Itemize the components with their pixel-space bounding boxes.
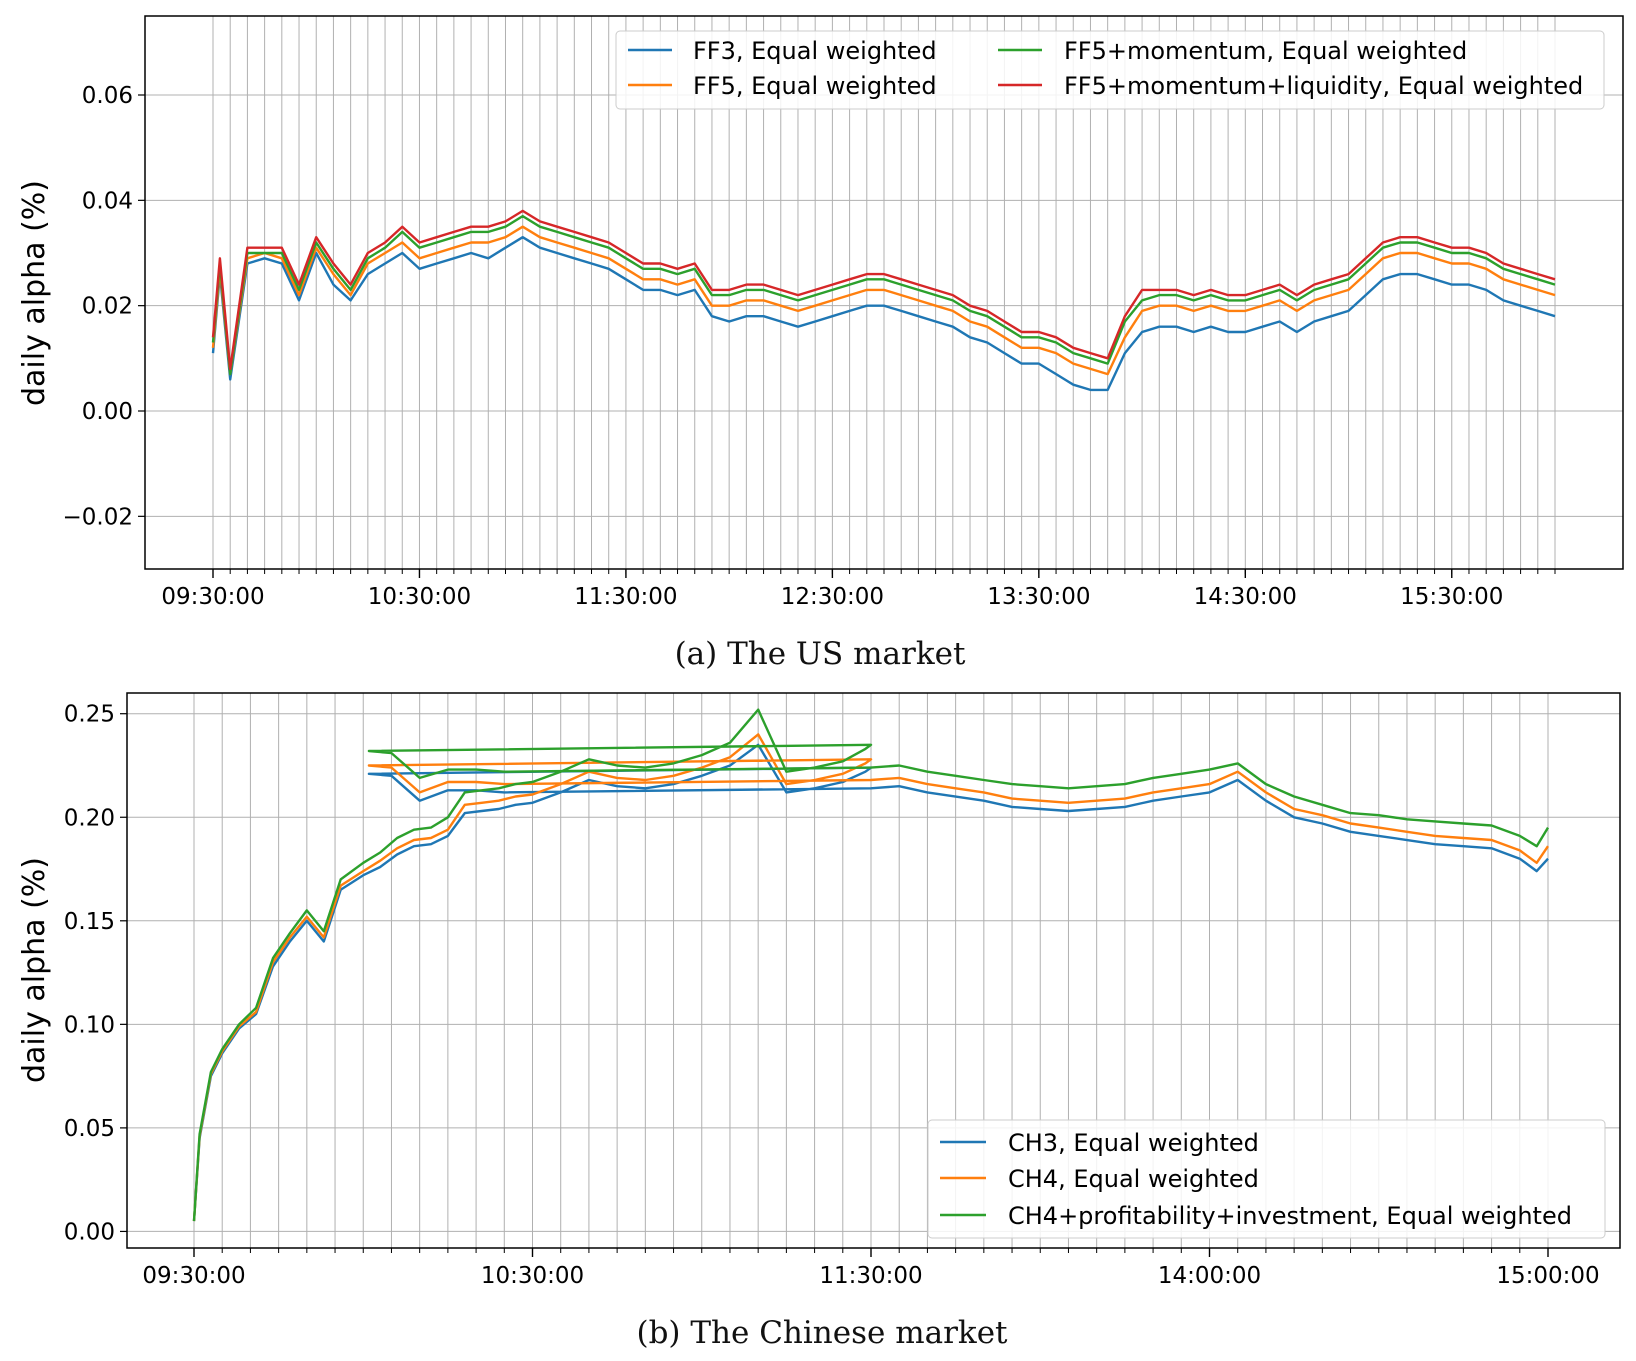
us-market-chart: −0.02 0.00 0.02 0.04 0.06 09:30:00 10:30:00 11… (17, 15, 1624, 672)
x-axis: 09:30:00 10:30:00 11:30:00 12:30:00 13:30:00… (161, 569, 1556, 610)
caption-b: (b) The Chinese market (636, 1315, 1008, 1351)
y-axis: −0.02 0.00 0.02 0.04 0.06 (63, 83, 145, 530)
grid (127, 693, 1620, 1248)
y-tick-label: 0.15 (64, 909, 115, 935)
legend: FF3, Equal weighted FF5, Equal weighted … (615, 30, 1605, 110)
series-lines (211, 209, 1556, 392)
x-tick-label: 15:00:00 (1496, 1263, 1599, 1289)
legend-label-ff3: FF3, Equal weighted (693, 37, 937, 65)
y-tick-label: −0.02 (63, 504, 133, 530)
legend-label-ch4-plus: CH4+profitability+investment, Equal weig… (1008, 1202, 1572, 1230)
legend-box (927, 1119, 1606, 1239)
series-line-4 (211, 209, 1556, 371)
x-tick-label: 11:30:00 (819, 1263, 922, 1289)
y-tick-label: 0.20 (64, 805, 115, 831)
y-tick-label: 0.00 (82, 399, 133, 425)
y-tick-label: 0.02 (82, 294, 133, 320)
series-line-3 (211, 214, 1556, 376)
x-tick-label: 09:30:00 (161, 584, 264, 610)
y-tick-label: 0.04 (82, 188, 133, 214)
legend-label-ff5-momentum: FF5+momentum, Equal weighted (1064, 37, 1467, 65)
y-tick-label: 0.10 (64, 1012, 115, 1038)
legend-label-ch3: CH3, Equal weighted (1008, 1129, 1259, 1157)
caption-a: (a) The US market (675, 636, 966, 672)
y-tick-label: 0.00 (64, 1219, 115, 1245)
series-line-1 (211, 235, 1556, 392)
y-tick-label: 0.05 (64, 1116, 115, 1142)
y-tick-label: 0.25 (64, 702, 115, 728)
chinese-market-chart: 0.00 0.05 0.10 0.15 0.20 0.25 09:30:00 10:30:0… (17, 692, 1621, 1351)
y-axis-label: daily alpha (%) (17, 180, 52, 406)
series-lines (192, 708, 1550, 1222)
x-tick-label: 12:30:00 (781, 584, 884, 610)
series-line-2 (192, 733, 1549, 1222)
series-line-3 (192, 708, 1550, 1222)
x-tick-label: 10:30:00 (481, 1263, 584, 1289)
y-axis-label: daily alpha (%) (17, 857, 52, 1083)
x-axis: 09:30:00 10:30:00 11:30:00 14:00:00 15:00:00 (142, 1248, 1600, 1289)
x-tick-label: 14:30:00 (1194, 584, 1297, 610)
legend: CH3, Equal weighted CH4, Equal weighted … (927, 1119, 1606, 1239)
x-tick-label: 11:30:00 (574, 584, 677, 610)
x-tick-label: 14:00:00 (1158, 1263, 1261, 1289)
x-tick-label: 10:30:00 (368, 584, 471, 610)
x-tick-label: 15:30:00 (1400, 584, 1503, 610)
legend-label-ff5: FF5, Equal weighted (693, 72, 937, 100)
x-tick-label: 09:30:00 (142, 1263, 245, 1289)
legend-box (615, 30, 1605, 110)
y-axis: 0.00 0.05 0.10 0.15 0.20 0.25 (64, 702, 127, 1245)
y-tick-label: 0.06 (82, 83, 133, 109)
legend-label-ff5-momentum-liquidity: FF5+momentum+liquidity, Equal weighted (1064, 72, 1583, 100)
series-line-1 (192, 743, 1549, 1222)
legend-label-ch4: CH4, Equal weighted (1008, 1165, 1259, 1193)
series-line-2 (211, 225, 1556, 376)
plot-frame (126, 692, 1621, 1249)
x-tick-label: 13:30:00 (987, 584, 1090, 610)
